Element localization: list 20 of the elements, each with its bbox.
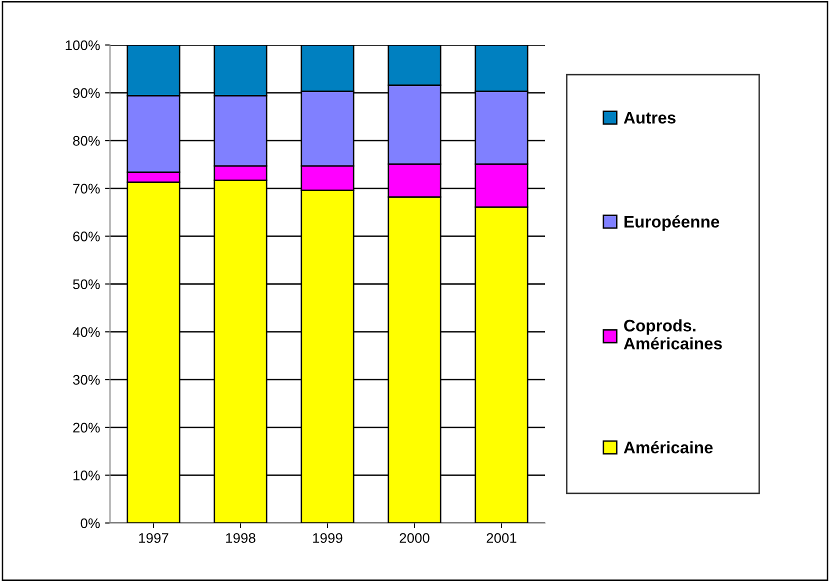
y-tick-label: 70%: [73, 184, 100, 194]
y-tick-label: 20%: [73, 422, 100, 433]
x-tick-label: 2000: [400, 533, 430, 543]
x-tick-label: 1998: [226, 533, 256, 543]
y-tick-label: 100%: [66, 40, 100, 50]
y-tick-label: 90%: [73, 88, 100, 98]
y-tick-label: 80%: [73, 136, 100, 146]
y-tick-label: 40%: [72, 327, 100, 337]
y-tick-label: 0%: [80, 518, 100, 528]
legend-label: Autres: [624, 112, 676, 124]
y-tick-label: 50%: [73, 279, 100, 290]
x-tick-label: 2001: [486, 533, 516, 543]
legend-label: Européenne: [624, 215, 720, 231]
y-tick-label: 10%: [74, 470, 100, 480]
legend-label: Coprods. Américaines: [624, 319, 722, 350]
y-tick-label: 60%: [73, 232, 100, 242]
x-tick-label: 1999: [313, 533, 342, 543]
y-tick-label: 30%: [73, 374, 100, 385]
x-tick-label: 1997: [139, 533, 168, 543]
legend-label: Américaine: [624, 441, 713, 454]
